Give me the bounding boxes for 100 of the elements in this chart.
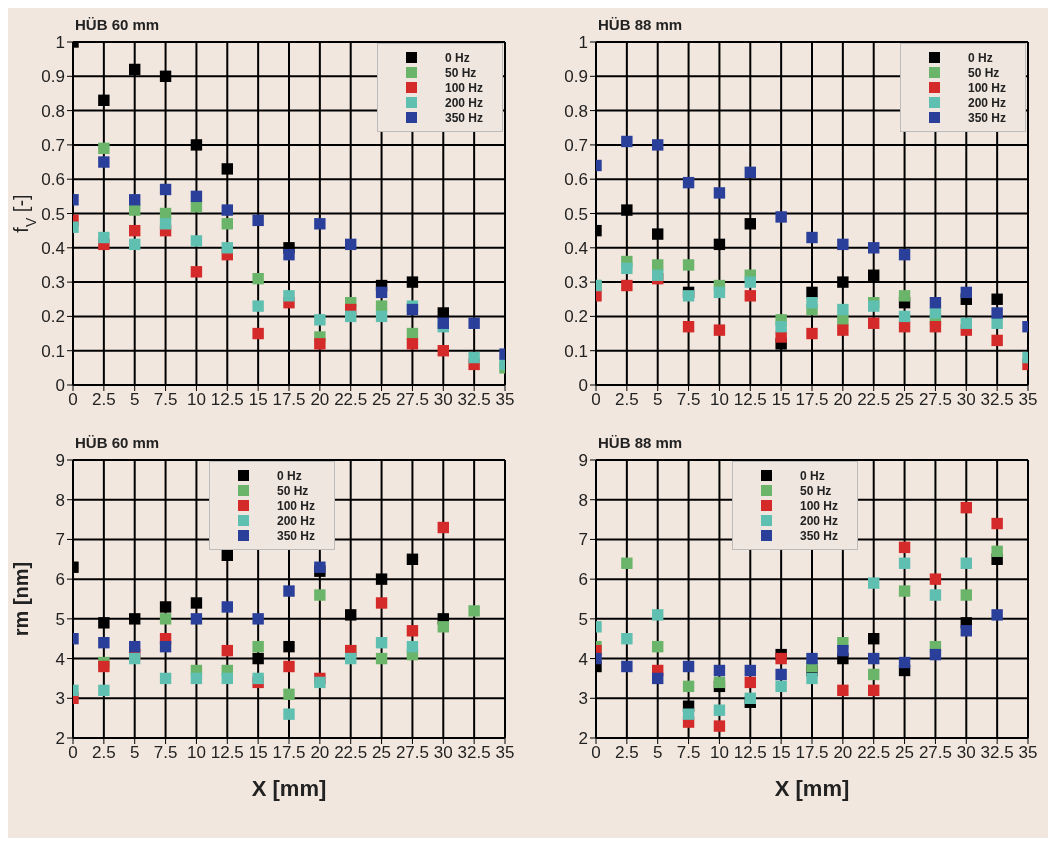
x-tick-label: 0 (591, 743, 601, 763)
x-tick-label: 0 (68, 743, 78, 763)
y-tick-label: 0.6 (564, 170, 588, 190)
point (221, 549, 233, 562)
point (713, 704, 726, 716)
point (744, 290, 756, 302)
x-tick-label: 35 (495, 390, 515, 410)
point (314, 338, 326, 350)
point (682, 660, 695, 673)
point (98, 660, 110, 673)
x-tick-label: 15 (771, 743, 791, 763)
point (682, 708, 695, 720)
point (221, 163, 233, 175)
point (898, 656, 911, 669)
point (252, 214, 264, 227)
x-tick-label: 22.5 (334, 390, 368, 410)
point (314, 589, 326, 601)
point (991, 517, 1003, 530)
legend-label: 50 Hz (800, 483, 832, 498)
point (221, 672, 233, 685)
x-tick-label: 27.5 (918, 743, 952, 763)
x-tick-label: 30 (956, 390, 976, 410)
point (806, 652, 818, 665)
x-tick-label: 22.5 (857, 743, 891, 763)
point (621, 633, 633, 645)
point (252, 640, 264, 653)
point (652, 139, 664, 151)
point (129, 224, 141, 237)
point (98, 94, 110, 107)
y-tick-label: 2 (578, 729, 588, 749)
x-tick-label: 27.5 (395, 743, 429, 763)
point (991, 545, 1003, 558)
y-tick-label: 0.2 (564, 307, 588, 327)
point (713, 720, 726, 732)
x-tick-label: 30 (433, 390, 453, 410)
x-tick-label: 35 (1018, 390, 1038, 410)
point (190, 266, 203, 278)
point (868, 684, 880, 697)
point (406, 303, 419, 316)
point (775, 668, 787, 681)
point (621, 279, 633, 292)
point (806, 327, 818, 340)
point (991, 609, 1003, 621)
chart-title: HÜB 60 mm (75, 16, 160, 33)
y-tick-label: 0.5 (41, 204, 65, 224)
legend-label: 0 Hz (968, 50, 993, 65)
y-tick-label: 0.9 (564, 67, 588, 87)
point (129, 204, 141, 216)
x-tick-label: 15 (248, 743, 268, 763)
point (98, 142, 110, 155)
point (283, 290, 295, 302)
point (713, 238, 726, 251)
point (159, 613, 172, 625)
legend-label: 0 Hz (800, 468, 825, 483)
point (252, 300, 264, 312)
x-tick-label: 0 (591, 390, 601, 410)
point (806, 296, 818, 309)
point (406, 338, 419, 350)
x-tick-label: 35 (495, 743, 515, 763)
point (929, 320, 942, 333)
point (252, 327, 264, 340)
legend-label: 200 Hz (445, 95, 484, 110)
legend-label: 100 Hz (800, 498, 839, 513)
x-tick-label: 10 (186, 743, 206, 763)
x-tick-label: 22.5 (334, 743, 368, 763)
legend-label: 0 Hz (445, 50, 470, 65)
point (468, 351, 480, 364)
point (652, 269, 664, 281)
y-tick-label: 6 (55, 570, 65, 590)
point (837, 276, 849, 288)
x-tick-label: 12.5 (733, 743, 767, 763)
point (98, 684, 110, 697)
point (652, 259, 664, 271)
point (252, 272, 264, 285)
point (221, 242, 233, 254)
point (991, 293, 1003, 305)
x-tick-label: 10 (709, 743, 729, 763)
point (221, 218, 233, 230)
y-tick-label: 7 (55, 530, 65, 550)
point (744, 692, 756, 704)
point (837, 684, 849, 697)
point (868, 317, 880, 329)
point (868, 633, 880, 645)
point (775, 652, 787, 665)
x-tick-label: 5 (129, 743, 140, 763)
point (868, 242, 880, 254)
x-tick-label: 0 (68, 390, 78, 410)
point (375, 652, 388, 665)
point (129, 63, 141, 76)
point (652, 609, 664, 621)
x-tick-label: 25 (372, 743, 392, 763)
point (190, 190, 203, 203)
y-tick-label: 8 (55, 490, 65, 510)
point (991, 307, 1003, 319)
y-tick-label: 0.3 (564, 273, 588, 293)
point (744, 218, 756, 230)
legend-label: 100 Hz (277, 498, 316, 513)
point (744, 664, 756, 677)
x-tick-label: 30 (956, 743, 976, 763)
point (621, 660, 633, 673)
